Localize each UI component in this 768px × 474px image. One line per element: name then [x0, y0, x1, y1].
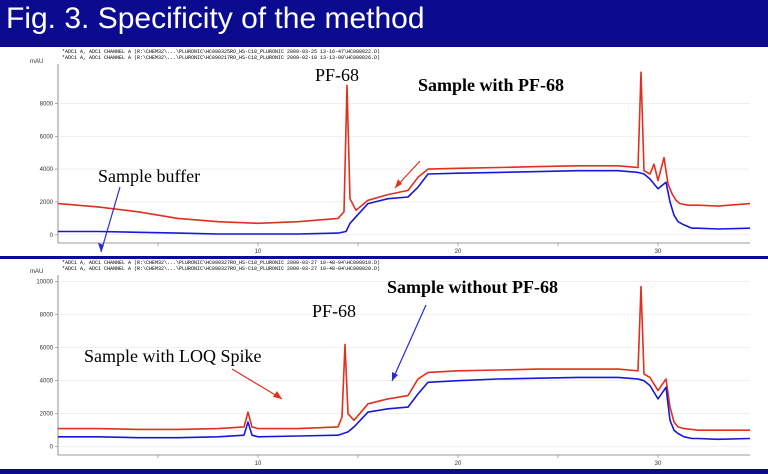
series-line-blue — [58, 376, 751, 441]
arrow-loq-spike — [231, 368, 283, 400]
annotation-sample-with-pf68: Sample with PF-68 — [418, 75, 564, 95]
x-tick-label: 10 — [255, 461, 262, 467]
series-line-red — [57, 71, 751, 225]
series-line-red — [58, 285, 750, 431]
chromatogram-top: *ADC1 A, ADC1 CHANNEL A (R:\CHEM32\...\P… — [0, 47, 768, 256]
y-tick-label: 8000 — [40, 101, 54, 107]
arrow-sample-buffer — [100, 186, 121, 253]
trace-header-1: *ADC1 A, ADC1 CHANNEL A (R:\CHEM32\...\P… — [62, 260, 380, 266]
y-tick-label: 2000 — [40, 412, 54, 418]
chart-panel-bottom: *ADC1 A, ADC1 CHANNEL A (R:\CHEM32\...\P… — [0, 259, 768, 469]
y-tick-label: 10000 — [36, 280, 53, 286]
annotation-pf68-top: PF-68 — [315, 65, 359, 85]
x-tick-label: 30 — [655, 249, 662, 255]
x-tick-label: 30 — [655, 461, 662, 467]
arrowhead-sample-without-pf68 — [392, 372, 398, 381]
y-unit-label: mAU — [30, 59, 43, 65]
slide-title: Fig. 3. Specificity of the method — [6, 2, 425, 35]
y-tick-label: 6000 — [40, 346, 54, 352]
chart-panel-top: *ADC1 A, ADC1 CHANNEL A (R:\CHEM32\...\P… — [0, 47, 768, 256]
y-tick-label: 4000 — [40, 167, 54, 173]
arrow-sample-without-pf68 — [391, 304, 427, 382]
annotation-pf68-bottom: PF-68 — [312, 301, 356, 321]
x-tick-label: 20 — [455, 461, 462, 467]
annotation-sample-without-pf68: Sample without PF-68 — [387, 277, 558, 297]
y-unit-label: mAU — [30, 269, 43, 275]
y-tick-label: 0 — [50, 445, 54, 451]
y-tick-label: 8000 — [40, 313, 54, 319]
y-tick-label: 4000 — [40, 379, 54, 385]
y-tick-label: 6000 — [40, 134, 54, 140]
annotation-loq-spike: Sample with LOQ Spike — [84, 346, 262, 366]
series-line-blue — [58, 169, 751, 235]
arrowhead-sample-buffer — [98, 243, 104, 252]
trace-header-2: *ADC1 A, ADC1 CHANNEL A (R:\CHEM32\...\P… — [62, 55, 380, 61]
chromatogram-bottom: *ADC1 A, ADC1 CHANNEL A (R:\CHEM32\...\P… — [0, 259, 768, 469]
plot-background — [0, 47, 768, 256]
arrowhead-sample-with-pf68 — [395, 179, 402, 188]
x-tick-label: 10 — [255, 249, 262, 255]
trace-header-1: *ADC1 A, ADC1 CHANNEL A (R:\CHEM32\...\P… — [62, 49, 380, 55]
arrowhead-loq-spike — [273, 391, 282, 399]
y-tick-label: 2000 — [40, 200, 54, 206]
trace-header-2: *ADC1 A, ADC1 CHANNEL A (R:\CHEM32\...\P… — [62, 266, 380, 272]
x-tick-label: 20 — [455, 249, 462, 255]
annotation-sample-buffer: Sample buffer — [98, 166, 200, 186]
y-tick-label: 0 — [50, 233, 54, 239]
